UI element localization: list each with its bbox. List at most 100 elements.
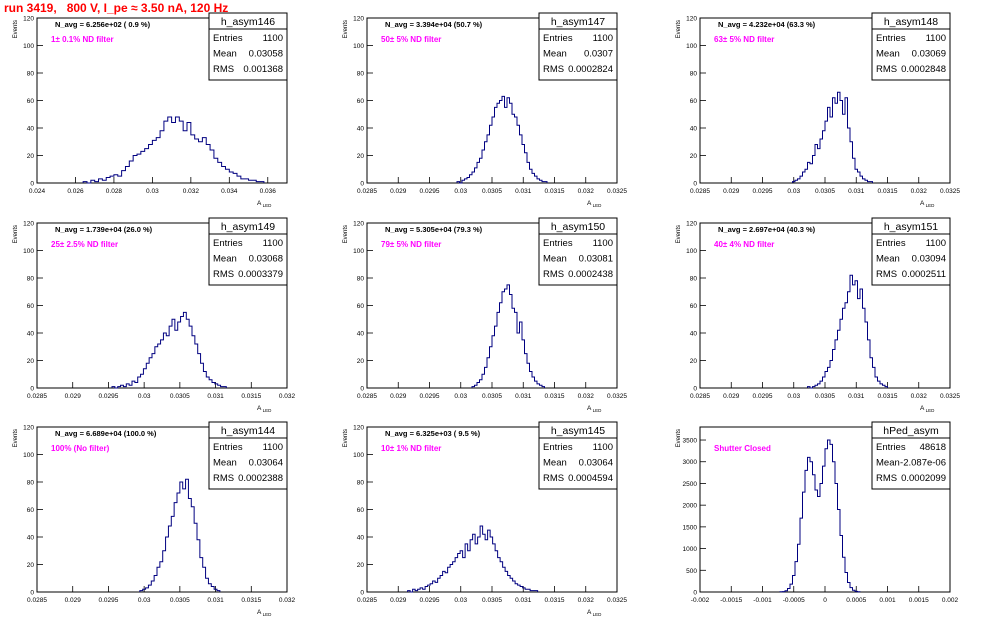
x-tick-label: 0.0295	[420, 188, 440, 195]
y-tick-label: 60	[357, 98, 365, 105]
x-tick-label: 0.031	[515, 393, 532, 400]
stats-value: 48618	[920, 442, 946, 453]
x-axis-label: A LED	[920, 200, 935, 208]
navg-label: N_avg = 4.232e+04 (63.3 %)	[718, 20, 816, 29]
x-tick-label: 0.0285	[357, 393, 377, 400]
y-axis-label: Events	[13, 20, 19, 38]
y-tick-label: 20	[690, 358, 698, 365]
x-tick-label: 0.0315	[545, 188, 565, 195]
stats-value: 0.03068	[249, 254, 283, 265]
filter-label: 25± 2.5% ND filter	[51, 240, 118, 249]
x-tick-label: 0.0285	[27, 597, 47, 604]
y-tick-label: 40	[27, 126, 35, 133]
y-tick-label: 100	[23, 452, 34, 459]
y-tick-label: 100	[23, 43, 34, 50]
stats-box	[208, 421, 288, 490]
x-axis-label-subscript: LED	[924, 203, 935, 208]
y-axis-label: Events	[13, 429, 19, 447]
x-tick-label: 0.031	[848, 393, 865, 400]
x-tick-label: 0.029	[65, 393, 82, 400]
y-tick-label: 0	[30, 386, 34, 393]
x-tick-label: 0.031	[207, 393, 224, 400]
y-tick-label: 40	[690, 126, 698, 133]
stats-value: 0.0002438	[568, 269, 613, 280]
y-tick-label: 80	[27, 480, 35, 487]
stats-label: Entries	[213, 238, 243, 249]
stats-label: Mean	[876, 458, 900, 469]
x-axis-label-subscript: LED	[924, 408, 935, 413]
x-axis-label: A LED	[257, 609, 272, 617]
histogram-series	[407, 525, 539, 593]
y-tick-label: 2000	[683, 503, 698, 510]
stats-value: 0.03064	[579, 458, 613, 469]
y-tick-label: 1000	[683, 546, 698, 553]
y-tick-label: 100	[686, 43, 697, 50]
histogram-panel-hPed_asym: 0 500 1000 1500 2000 2500 3000 3500 -0.002 -0.001…	[676, 421, 959, 604]
navg-label: N_avg = 6.256e+02 ( 0.9 %)	[55, 20, 151, 29]
x-tick-label: 0.032	[578, 393, 595, 400]
x-axis-label-subscript: LED	[261, 203, 272, 208]
x-axis-label: A LED	[257, 200, 272, 208]
x-tick-label: 0.0315	[878, 393, 898, 400]
y-tick-label: 40	[27, 331, 35, 338]
x-tick-label: 0.0305	[482, 393, 502, 400]
histogram-panel-h_asym150: 0 20 40 60 80 100 120 0.0285 0.029 0.0295 0.03 0.03…	[343, 217, 627, 413]
stats-title: h_asym151	[884, 221, 938, 233]
x-tick-label: -0.0005	[783, 597, 805, 604]
y-tick-label: 120	[353, 16, 364, 23]
stats-title: h_asym145	[551, 425, 605, 437]
x-tick-label: 0.036	[260, 188, 277, 195]
y-tick-label: 120	[23, 16, 34, 23]
x-tick-label: 0.026	[67, 188, 84, 195]
y-tick-label: 1500	[683, 524, 698, 531]
y-tick-label: 80	[690, 276, 698, 283]
y-tick-label: 0	[30, 181, 34, 188]
x-axis-label-subscript: LED	[261, 408, 272, 413]
y-tick-label: 3000	[683, 459, 698, 466]
x-tick-label: 0.028	[106, 188, 123, 195]
y-tick-label: 0	[360, 181, 364, 188]
x-tick-label: 0.0325	[940, 393, 960, 400]
x-tick-label: 0.0315	[241, 393, 261, 400]
y-tick-label: 0	[360, 590, 364, 597]
filter-label: 63± 5% ND filter	[714, 35, 774, 44]
y-tick-label: 120	[23, 221, 34, 228]
stats-value: 0.03069	[912, 49, 946, 60]
stats-box	[538, 421, 618, 490]
y-tick-label: 60	[690, 303, 698, 310]
y-tick-label: 80	[27, 71, 35, 78]
x-tick-label: 0.0305	[482, 597, 502, 604]
x-tick-label: 0.0285	[690, 188, 710, 195]
x-axis-label: A LED	[257, 405, 272, 413]
x-tick-label: 0.029	[723, 393, 740, 400]
x-tick-label: 0.0325	[940, 188, 960, 195]
x-tick-label: 0.03	[146, 188, 159, 195]
x-tick-label: 0.032	[279, 393, 296, 400]
x-tick-label: 0.0285	[690, 393, 710, 400]
navg-label: N_avg = 6.325e+03 ( 9.5 %)	[385, 429, 481, 438]
x-tick-label: 0.029	[65, 597, 82, 604]
stats-value: 0.0002099	[901, 473, 946, 484]
x-tick-label: 0.0315	[878, 188, 898, 195]
y-tick-label: 20	[357, 562, 365, 569]
y-axis-label: Events	[676, 20, 682, 38]
x-tick-label: 0.032	[578, 188, 595, 195]
histogram-panel-h_asym146: 0 20 40 60 80 100 120 0.024 0.026 0.028 0.03 0.032 0…	[13, 12, 288, 208]
stats-value: 1100	[263, 33, 283, 44]
x-axis-label: A LED	[587, 609, 602, 617]
y-tick-label: 40	[357, 126, 365, 133]
y-tick-label: 80	[357, 480, 365, 487]
filter-label: 1± 0.1% ND filter	[51, 35, 114, 44]
stats-value: 1100	[926, 33, 946, 44]
stats-label: RMS	[213, 64, 234, 75]
stats-label: RMS	[543, 269, 564, 280]
stats-box	[208, 12, 288, 81]
stats-box	[871, 421, 951, 490]
stats-label: Entries	[543, 238, 573, 249]
y-axis-label: Events	[343, 225, 349, 243]
stats-value: 1100	[263, 238, 283, 249]
x-tick-label: -0.002	[691, 597, 710, 604]
y-axis-label: Events	[676, 429, 682, 447]
y-tick-label: 40	[357, 535, 365, 542]
histogram-panel-h_asym151: 0 20 40 60 80 100 120 0.0285 0.029 0.0295 0.03 0.03…	[676, 217, 960, 413]
